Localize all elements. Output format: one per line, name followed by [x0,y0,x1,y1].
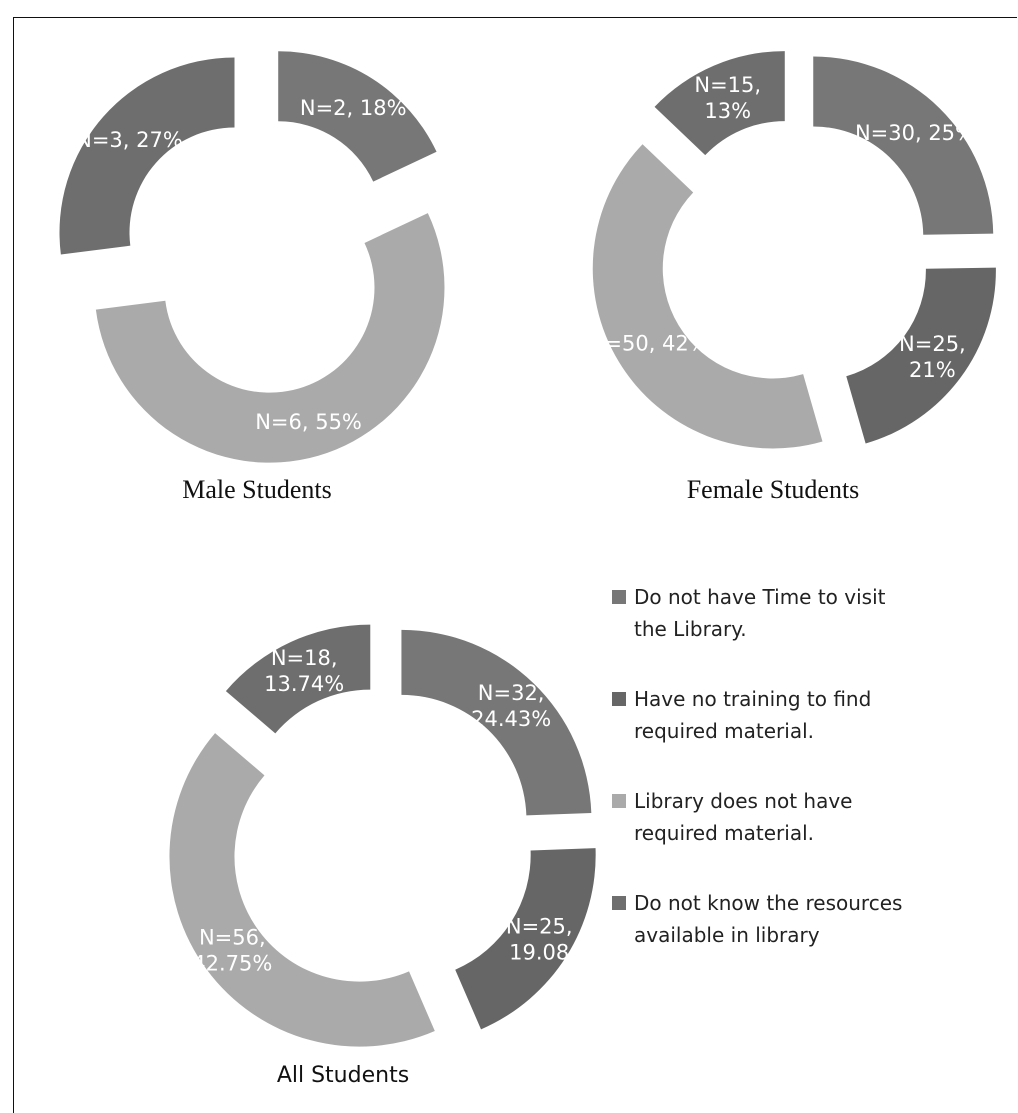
data-label-donut-female-resources: N=15, 13% [694,73,761,123]
data-label-donut-male-material: N=6, 55% [255,410,362,434]
slice-donut-male-material [95,213,445,463]
legend-swatch-resources [612,896,626,910]
data-label-donut-male-resources: N=3, 27% [76,128,183,152]
legend-label-training-line1: Have no training to find [634,687,871,711]
slice-donut-female-resources [654,51,785,156]
legend-label-resources-line2: available in library [634,923,820,947]
data-label-donut-female-training: N=25, 21% [899,332,966,382]
legend-label-resources-line1: Do not know the resources [634,891,902,915]
legend-swatch-time [612,590,626,604]
legend-label-time-line2: the Library. [634,617,747,641]
figure-frame [13,17,1017,1113]
slice-donut-female-time [813,56,994,235]
slice-donut-all-resources [225,624,371,734]
legend-label-training-line2: required material. [634,719,814,743]
slice-donut-male-time [278,51,437,182]
chart-title-male: Male Students [182,475,332,504]
legend-swatch-training [612,692,626,706]
slice-donut-female-training [846,267,996,444]
legend: Do not have Time to visit the Library. Hav… [612,585,902,947]
slice-donut-female-material [592,144,823,449]
slice-donut-all-time [401,629,592,816]
donut-male-students: N=2, 18% N=6, 55% N=3, 27% [59,51,445,463]
legend-label-time-line1: Do not have Time to visit [634,585,886,609]
data-label-donut-all-time: N=32, 24.43% [471,681,551,731]
slice-donut-male-resources [59,57,235,255]
chart-title-all: All Students [277,1063,409,1088]
data-label-donut-all-material: N=56, 42.75% [192,925,272,975]
data-label-donut-male-time: N=2, 18% [300,96,407,120]
donut-female-students: N=30, 25% N=25, 21% N=50, 42% N=15, 13% [589,51,996,449]
slice-donut-all-training [455,848,596,1030]
donut-all-students: N=32, 24.43% N=25, 19.08 N=56, 42.75% N=18, 13.… [169,624,596,1047]
legend-label-material-line2: required material. [634,821,814,845]
slice-donut-all-material [169,733,435,1047]
data-label-donut-female-time: N=30, 25% [855,121,975,145]
chart-title-female: Female Students [687,475,860,504]
legend-swatch-material [612,794,626,808]
data-label-donut-all-training: N=25, 19.08 [506,914,573,964]
legend-label-material-line1: Library does not have [634,789,853,813]
data-label-donut-all-resources: N=18, 13.74% [264,646,344,696]
data-label-donut-female-material: N=50, 42% [589,332,709,356]
